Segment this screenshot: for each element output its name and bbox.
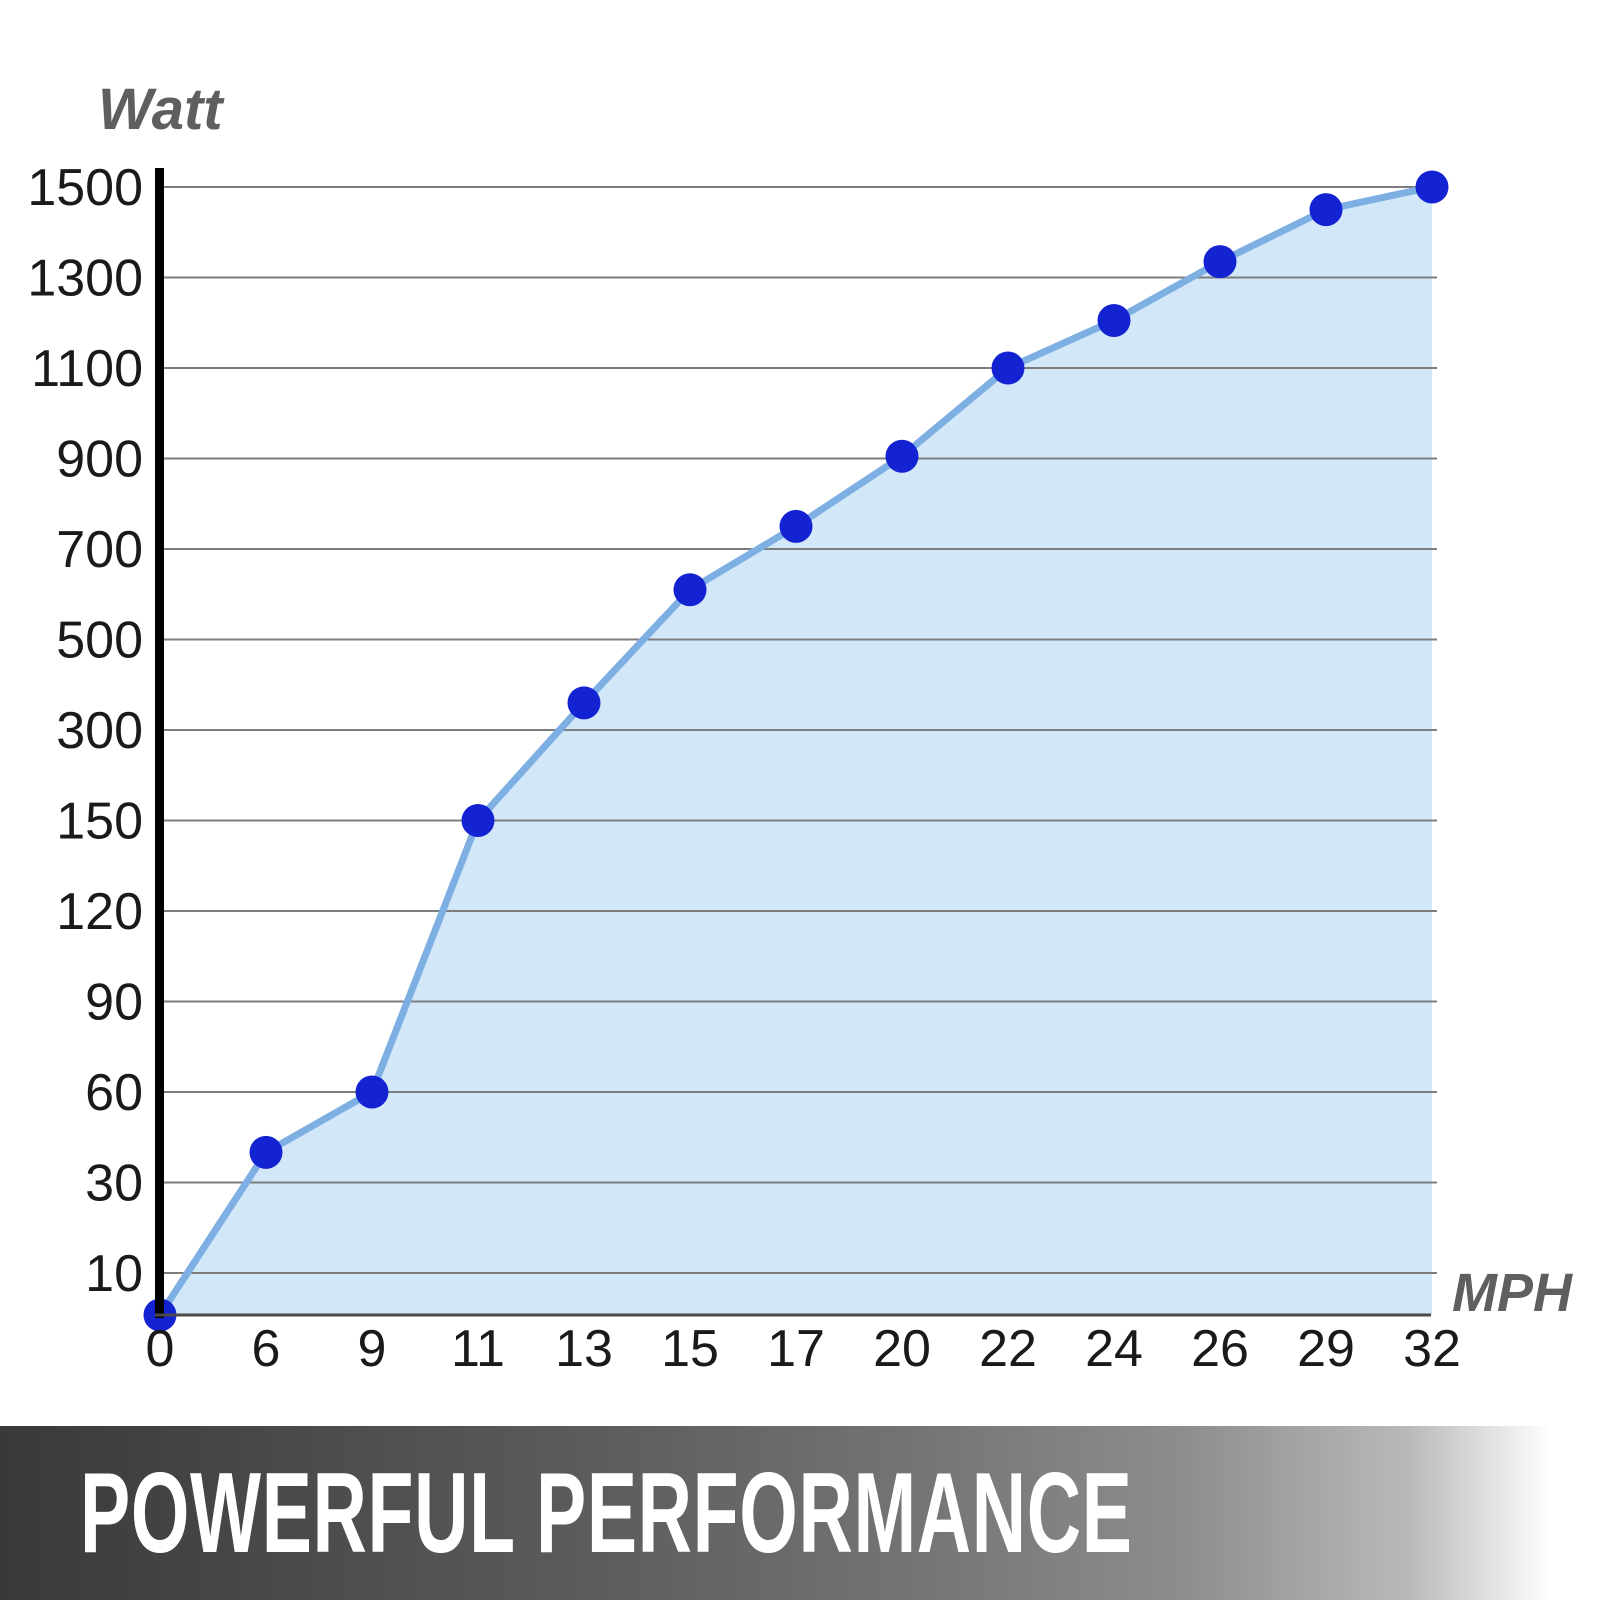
x-tick-label: 0: [146, 1320, 175, 1378]
data-point: [1203, 245, 1237, 279]
x-tick-label: 9: [358, 1320, 387, 1378]
y-tick-label: 150: [56, 793, 143, 851]
x-tick-label: 24: [1085, 1320, 1143, 1378]
y-tick-label: 10: [85, 1245, 143, 1303]
x-tick-label: 26: [1191, 1320, 1249, 1378]
y-tick-label: 120: [56, 883, 143, 941]
y-tick-label: 300: [56, 702, 143, 760]
data-point: [991, 351, 1025, 385]
data-point: [461, 804, 495, 837]
data-point: [1097, 303, 1131, 337]
data-point: [885, 439, 919, 473]
data-point: [779, 509, 813, 543]
x-tick-label: 11: [451, 1320, 505, 1378]
x-tick-label: 22: [979, 1320, 1037, 1378]
y-tick-label: 30: [85, 1155, 143, 1213]
x-tick-label: 17: [767, 1320, 825, 1378]
y-tick-label: 60: [85, 1064, 143, 1122]
y-tick-label: 1500: [27, 159, 143, 217]
x-axis-title: MPH: [1452, 1263, 1572, 1323]
y-axis-title: Watt: [98, 77, 223, 142]
x-tick-label: 6: [252, 1320, 281, 1378]
data-point: [1415, 170, 1449, 204]
banner-title: POWERFUL PERFORMANCE: [80, 1449, 1133, 1577]
y-tick-label: 90: [85, 974, 143, 1032]
y-tick-label: 700: [56, 521, 143, 579]
x-tick-label: 15: [661, 1320, 719, 1378]
x-tick-label: 29: [1297, 1320, 1355, 1378]
y-axis-line: [155, 168, 164, 1318]
y-tick-label: 1300: [27, 250, 143, 308]
x-tick-label: 20: [873, 1320, 931, 1378]
y-tick-label: 900: [56, 431, 143, 489]
data-point: [355, 1075, 389, 1109]
y-tick-label: 1100: [31, 340, 143, 398]
y-tick-label: 500: [56, 612, 143, 670]
banner: POWERFUL PERFORMANCE: [0, 1426, 1600, 1600]
data-point: [673, 573, 707, 607]
data-point: [567, 686, 601, 720]
x-tick-label: 13: [555, 1320, 613, 1378]
data-point: [249, 1135, 283, 1169]
area-fill: [160, 187, 1432, 1315]
power-curve-chart: 10 30 60 90 120 150 300 500 700 900 1100 1300 1500 0 6…: [27, 159, 1461, 1378]
x-tick-label: 32: [1403, 1320, 1461, 1378]
data-point: [1309, 193, 1343, 227]
